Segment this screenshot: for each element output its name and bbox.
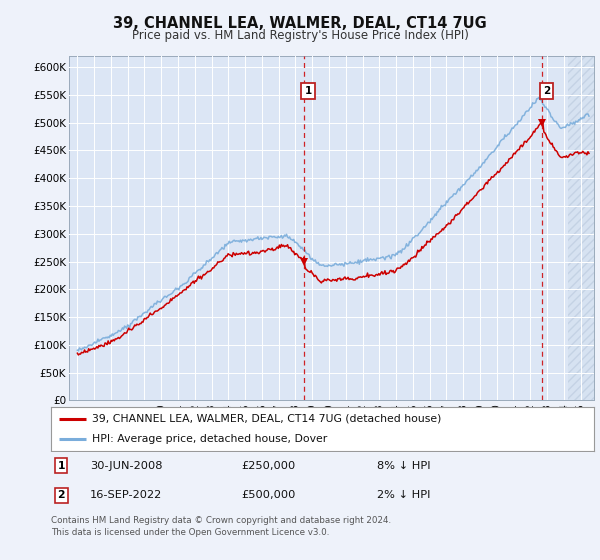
Text: 1: 1 [58,461,65,471]
Text: 16-SEP-2022: 16-SEP-2022 [90,491,163,501]
Bar [568,56,600,400]
Text: £250,000: £250,000 [241,461,295,471]
Text: 39, CHANNEL LEA, WALMER, DEAL, CT14 7UG: 39, CHANNEL LEA, WALMER, DEAL, CT14 7UG [113,16,487,31]
Text: 2: 2 [543,86,550,96]
Bar [568,56,600,400]
Text: 8% ↓ HPI: 8% ↓ HPI [377,461,430,471]
Bar [568,56,600,400]
Text: 30-JUN-2008: 30-JUN-2008 [90,461,163,471]
Text: Price paid vs. HM Land Registry's House Price Index (HPI): Price paid vs. HM Land Registry's House … [131,29,469,42]
Text: HPI: Average price, detached house, Dover: HPI: Average price, detached house, Dove… [92,434,327,444]
Text: 2% ↓ HPI: 2% ↓ HPI [377,491,430,501]
Text: 1: 1 [304,86,311,96]
Text: Contains HM Land Registry data © Crown copyright and database right 2024.
This d: Contains HM Land Registry data © Crown c… [51,516,391,537]
Text: 2: 2 [58,491,65,501]
Text: £500,000: £500,000 [241,491,295,501]
Text: 39, CHANNEL LEA, WALMER, DEAL, CT14 7UG (detached house): 39, CHANNEL LEA, WALMER, DEAL, CT14 7UG … [92,414,441,424]
